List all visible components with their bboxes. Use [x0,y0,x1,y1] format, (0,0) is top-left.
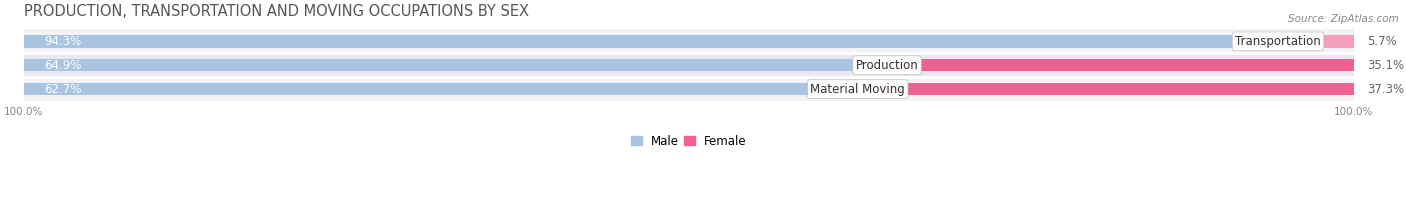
Bar [24,77,1354,101]
Text: PRODUCTION, TRANSPORTATION AND MOVING OCCUPATIONS BY SEX: PRODUCTION, TRANSPORTATION AND MOVING OC… [24,4,529,19]
Text: Production: Production [856,59,918,72]
Bar [1278,35,1354,48]
Bar [24,59,887,72]
Bar [24,30,1354,53]
Text: 64.9%: 64.9% [44,59,82,72]
Text: 62.7%: 62.7% [44,83,82,96]
Text: Source: ZipAtlas.com: Source: ZipAtlas.com [1288,14,1399,24]
Bar [858,83,1354,95]
Text: 35.1%: 35.1% [1367,59,1405,72]
Bar [24,53,1354,77]
Text: 5.7%: 5.7% [1367,35,1398,48]
Text: 94.3%: 94.3% [44,35,82,48]
Bar [887,59,1354,72]
Text: Material Moving: Material Moving [810,83,905,96]
Legend: Male, Female: Male, Female [631,135,747,148]
Text: 37.3%: 37.3% [1367,83,1405,96]
Text: Transportation: Transportation [1234,35,1320,48]
Bar [24,83,858,95]
Bar [24,35,1278,48]
